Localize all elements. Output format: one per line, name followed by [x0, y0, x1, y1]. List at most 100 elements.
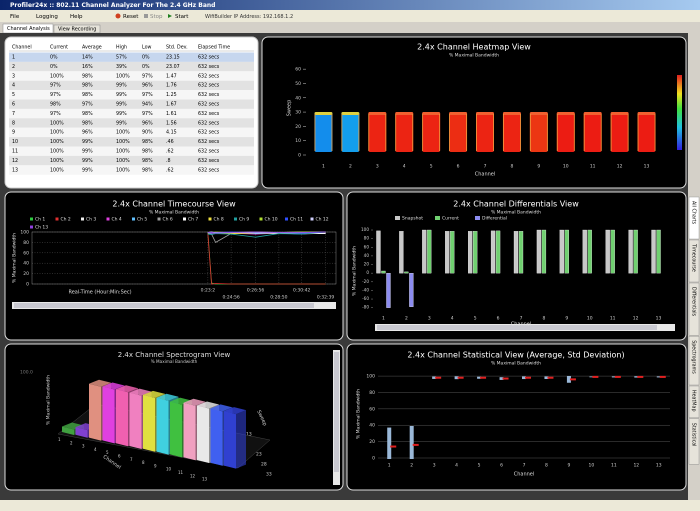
scroll-thumb[interactable]	[14, 303, 314, 308]
y-tick-label: 100	[20, 230, 29, 236]
table-cell: .62	[166, 167, 174, 173]
side-tab[interactable]	[688, 336, 700, 386]
avg-marker	[457, 376, 464, 379]
y-tick-label: 80	[23, 240, 29, 246]
table-row[interactable]	[9, 71, 254, 81]
legend-label: Ch 2	[61, 217, 71, 223]
tab-label[interactable]: View Recording	[58, 27, 96, 33]
toolbar-button[interactable]: Reset	[123, 14, 139, 20]
table-row[interactable]	[9, 52, 254, 62]
table-cell: 97%	[142, 73, 153, 79]
x-tick-label: 8	[142, 460, 145, 465]
x-tick-label: 7	[130, 457, 133, 462]
table-row[interactable]	[9, 61, 254, 72]
x-tick-label: 10	[563, 164, 569, 170]
slab	[156, 397, 169, 455]
slab	[197, 405, 209, 463]
table-cell: 100%	[50, 167, 64, 173]
side-tab[interactable]	[688, 196, 700, 240]
legend-swatch	[157, 217, 161, 221]
legend-swatch	[106, 217, 110, 221]
side-tab[interactable]	[688, 418, 700, 465]
side-tab-label[interactable]: Differentials	[691, 287, 697, 317]
column-header: Channel	[12, 45, 32, 51]
bar	[633, 229, 638, 274]
x-tick-label: 10	[166, 467, 172, 472]
side-tab-label[interactable]: Statistical	[691, 423, 697, 447]
table-cell: 14%	[82, 55, 93, 61]
chart-title: 2.4x Channel Statistical View (Average, …	[407, 351, 624, 360]
y-axis-label: % Maximal Bandwidth	[46, 375, 52, 425]
toolbar-button[interactable]: Stop	[150, 14, 163, 20]
table-row[interactable]	[9, 155, 254, 166]
heat-column	[341, 112, 360, 152]
table-cell: 23.07	[166, 64, 180, 70]
table-cell: 99%	[82, 167, 93, 173]
y-tick-label: 20	[23, 271, 29, 277]
chart-subtitle: % Maximal Bandwidth	[491, 210, 541, 216]
table-row[interactable]	[9, 118, 254, 128]
slab-side	[236, 410, 246, 469]
table-cell: 1.61	[166, 111, 177, 117]
start-icon	[168, 14, 172, 18]
legend-swatch	[132, 217, 135, 221]
table-cell: 4	[12, 83, 15, 89]
tab-label[interactable]: Channel Analysis	[7, 26, 50, 32]
bar	[610, 229, 615, 274]
heat-cap	[368, 112, 387, 115]
side-tab-label[interactable]: HeatMap	[691, 390, 697, 412]
table-row[interactable]	[9, 127, 254, 138]
series-line	[207, 231, 326, 238]
menu-item[interactable]: Help	[70, 14, 83, 20]
y-tick-label: -80	[362, 305, 369, 310]
menu-item[interactable]: Logging	[36, 14, 58, 20]
table-row[interactable]	[9, 99, 254, 109]
std-bar	[387, 427, 392, 459]
y-tick-label: 0	[372, 456, 375, 462]
slab	[129, 392, 142, 449]
table-cell: 98%	[142, 139, 153, 145]
x-tick-label: 11	[610, 316, 616, 322]
table-row[interactable]	[9, 165, 254, 175]
stop-icon	[144, 14, 148, 18]
toolbar-button[interactable]: Start	[175, 14, 189, 20]
legend-label: Ch 3	[86, 217, 96, 223]
bar	[656, 229, 661, 274]
y-tick-label: -20	[362, 279, 369, 284]
x-tick-label: 12	[633, 463, 639, 469]
table-cell: 94%	[142, 102, 153, 108]
x-tick-label: 1	[388, 463, 391, 469]
bar	[468, 231, 473, 274]
table-row[interactable]	[9, 137, 254, 147]
table-cell: 98%	[50, 102, 61, 108]
x-tick-label: 11	[611, 463, 617, 469]
y-tick-label: 10	[295, 138, 301, 144]
x-axis-label: Channel	[511, 322, 532, 328]
side-tab[interactable]	[688, 239, 700, 283]
table-cell: 11	[12, 149, 18, 155]
x-tick-label: 12	[617, 164, 623, 170]
table-cell: 99%	[116, 92, 127, 98]
x-tick-label: 1	[58, 437, 61, 442]
slab-top	[170, 397, 192, 405]
table-cell: 98%	[82, 111, 93, 117]
scroll-thumb[interactable]	[334, 352, 339, 472]
table-row[interactable]	[9, 146, 254, 156]
scroll-thumb[interactable]	[377, 325, 657, 330]
side-tab[interactable]	[688, 282, 700, 336]
side-tab-label[interactable]: All Charts	[691, 201, 697, 225]
side-tab-label[interactable]: Timecourse	[691, 243, 697, 272]
menu-item[interactable]: File	[10, 14, 20, 20]
y-tick-label: 40	[369, 423, 375, 429]
heat-cap	[529, 112, 548, 115]
table-cell: 1.25	[166, 92, 177, 98]
table-row[interactable]	[9, 80, 254, 91]
side-tab-label[interactable]: Spectrograms	[691, 340, 697, 374]
legend-label: Ch 8	[214, 217, 224, 223]
side-tab[interactable]	[688, 385, 700, 418]
y-tick-label: 80	[369, 390, 375, 396]
table-row[interactable]	[9, 108, 254, 119]
table-row[interactable]	[9, 90, 254, 100]
z-tick-label: 33	[266, 472, 272, 478]
heat-cap	[583, 112, 602, 115]
